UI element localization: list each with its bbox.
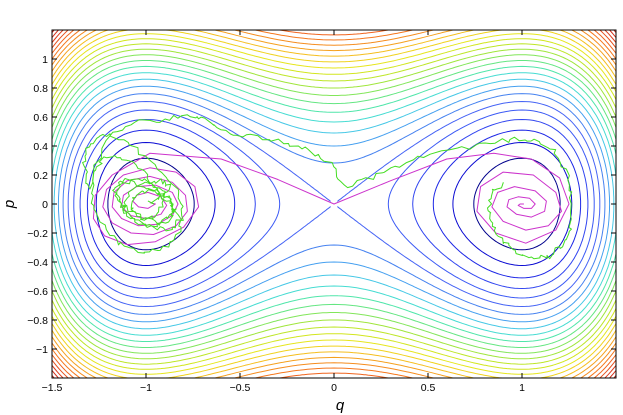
contour-level-15 xyxy=(52,38,616,370)
contour-level-26 xyxy=(52,30,616,378)
y-tick-label: −1 xyxy=(36,344,48,356)
x-tick-label: 1 xyxy=(519,382,525,394)
contour-level-4 xyxy=(73,109,595,299)
y-tick-label: 0 xyxy=(42,199,48,211)
series-layer xyxy=(82,114,573,260)
contour-level-24 xyxy=(52,30,616,378)
x-tick-label: −0.5 xyxy=(230,382,251,394)
y-tick-label: 0.2 xyxy=(33,170,48,182)
contour-level-6 xyxy=(62,93,606,315)
contour-level-22 xyxy=(52,30,616,378)
contour-level-19 xyxy=(52,30,616,378)
contour-level-14 xyxy=(52,43,616,365)
contour-level-18 xyxy=(52,30,616,378)
y-tick-label: 0.8 xyxy=(33,83,48,95)
contour-level-10 xyxy=(52,65,616,342)
y-tick-label: 0.4 xyxy=(33,141,48,153)
contour-level-9 xyxy=(52,72,616,336)
contour-level-13 xyxy=(52,48,616,360)
y-tick-label: 0.6 xyxy=(33,112,48,124)
contour-level-23 xyxy=(52,30,616,378)
y-tick-label: 1 xyxy=(42,54,48,66)
y-tick-label: −0.6 xyxy=(27,286,48,298)
contour-level-2 xyxy=(86,129,582,279)
x-tick-label: 0 xyxy=(331,382,337,394)
contour-level-1 xyxy=(95,142,573,266)
contour-level-17 xyxy=(52,30,616,378)
contour-level-8 xyxy=(53,78,615,330)
y-axis-ticks: −1 −0.8 −0.6 −0.4 −0.2 0 0.2 0.4 0.6 0.8 1 xyxy=(27,54,616,356)
contour-level-0 xyxy=(107,157,561,251)
contour-level-7 xyxy=(57,85,611,323)
y-tick-label: −0.2 xyxy=(27,228,48,240)
contour-level-3 xyxy=(79,119,589,289)
trajectory-spiral-0 xyxy=(92,152,570,246)
y-tick-label: −0.8 xyxy=(27,315,48,327)
contour-level-16 xyxy=(52,33,616,375)
contour-layer xyxy=(52,30,616,378)
trajectory-noisy-1 xyxy=(82,114,573,260)
contour-level-11 xyxy=(52,60,616,348)
contour-level-12 xyxy=(52,54,616,354)
x-tick-label: 0.5 xyxy=(421,382,436,394)
y-tick-label: −0.4 xyxy=(27,257,48,269)
contour-level-20 xyxy=(52,30,616,378)
contour-level-5 xyxy=(67,101,601,307)
contour-level-21 xyxy=(52,30,616,378)
x-axis-ticks: −1.5 −1 −0.5 0 0.5 1 xyxy=(42,30,525,394)
x-tick-label: −1.5 xyxy=(42,382,63,394)
x-tick-label: −1 xyxy=(140,382,152,394)
x-axis-label: q xyxy=(336,397,345,414)
y-axis-label: p xyxy=(1,200,18,209)
